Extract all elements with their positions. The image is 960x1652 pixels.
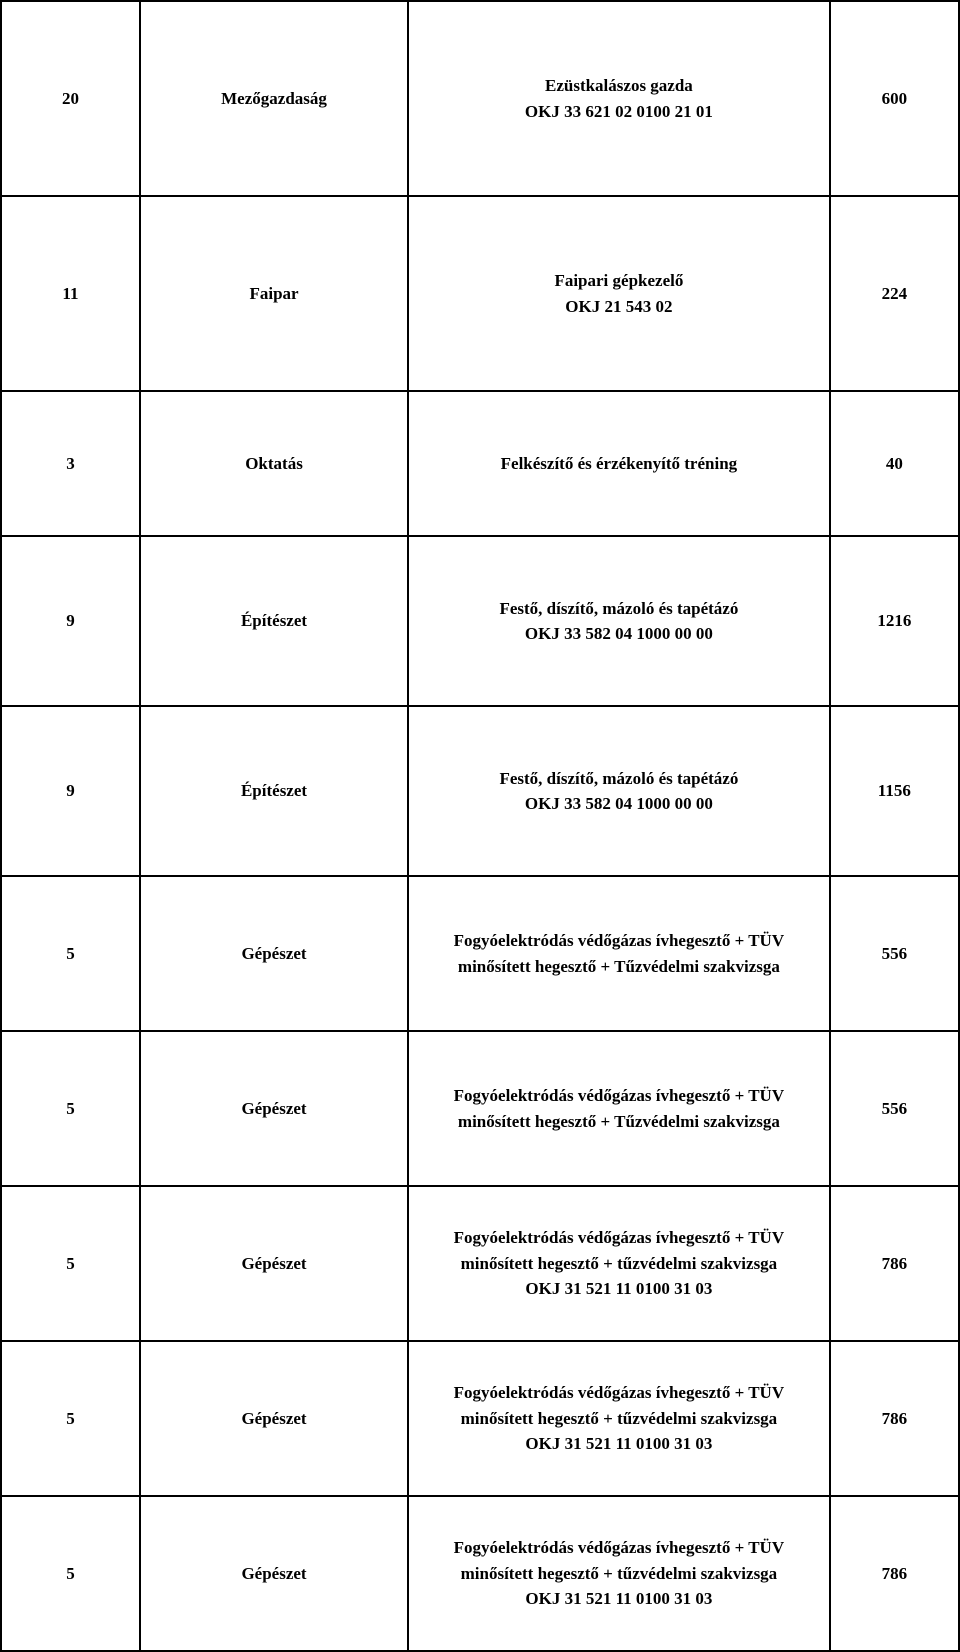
cell-number: 5 (1, 1031, 140, 1186)
description-main: Festő, díszítő, mázoló és tapétázó (417, 766, 821, 792)
description-main: Ezüstkalászos gazda (417, 73, 821, 99)
description-sub: OKJ 33 621 02 0100 21 01 (417, 99, 821, 125)
cell-value: 40 (830, 391, 959, 536)
table-row: 5GépészetFogyóelektródás védőgázas ívheg… (1, 1031, 959, 1186)
table-body: 20MezőgazdaságEzüstkalászos gazdaOKJ 33 … (1, 1, 959, 1651)
description-main: Fogyóelektródás védőgázas ívhegesztő + T… (417, 1380, 821, 1431)
table-row: 3Oktatás Felkészítő és érzékenyítő trénin… (1, 391, 959, 536)
table-row: 9ÉpítészetFestő, díszítő, mázoló és tapé… (1, 706, 959, 876)
cell-value: 1156 (830, 706, 959, 876)
cell-value: 556 (830, 876, 959, 1031)
cell-number: 3 (1, 391, 140, 536)
cell-description: Fogyóelektródás védőgázas ívhegesztő + T… (408, 1186, 830, 1341)
description-main: Festő, díszítő, mázoló és tapétázó (417, 596, 821, 622)
description-main: Fogyóelektródás védőgázas ívhegesztő + T… (417, 928, 821, 979)
table-row: 5GépészetFogyóelektródás védőgázas ívheg… (1, 1341, 959, 1496)
cell-description: Ezüstkalászos gazdaOKJ 33 621 02 0100 21… (408, 1, 830, 196)
cell-number: 20 (1, 1, 140, 196)
cell-value: 786 (830, 1186, 959, 1341)
table-row: 20MezőgazdaságEzüstkalászos gazdaOKJ 33 … (1, 1, 959, 196)
cell-category: Faipar (140, 196, 408, 391)
description-sub: OKJ 31 521 11 0100 31 03 (417, 1431, 821, 1457)
description-sub: OKJ 31 521 11 0100 31 03 (417, 1586, 821, 1612)
table-row: 5GépészetFogyóelektródás védőgázas ívheg… (1, 1186, 959, 1341)
cell-number: 5 (1, 1341, 140, 1496)
cell-description: Faipari gépkezelőOKJ 21 543 02 (408, 196, 830, 391)
description-main: Faipari gépkezelő (417, 268, 821, 294)
cell-value: 786 (830, 1341, 959, 1496)
cell-category: Gépészet (140, 1341, 408, 1496)
cell-description: Festő, díszítő, mázoló és tapétázóOKJ 33… (408, 706, 830, 876)
description-sub: OKJ 33 582 04 1000 00 00 (417, 791, 821, 817)
cell-value: 600 (830, 1, 959, 196)
cell-category: Gépészet (140, 876, 408, 1031)
cell-description: Fogyóelektródás védőgázas ívhegesztő + T… (408, 876, 830, 1031)
cell-category: Gépészet (140, 1496, 408, 1651)
cell-number: 11 (1, 196, 140, 391)
cell-value: 224 (830, 196, 959, 391)
cell-number: 5 (1, 1186, 140, 1341)
cell-category: Gépészet (140, 1031, 408, 1186)
cell-description: Festő, díszítő, mázoló és tapétázóOKJ 33… (408, 536, 830, 706)
cell-category: Építészet (140, 536, 408, 706)
cell-description: Felkészítő és érzékenyítő tréning (408, 391, 830, 536)
description-main: Fogyóelektródás védőgázas ívhegesztő + T… (417, 1083, 821, 1134)
cell-description: Fogyóelektródás védőgázas ívhegesztő + T… (408, 1031, 830, 1186)
table-row: 9ÉpítészetFestő, díszítő, mázoló és tapé… (1, 536, 959, 706)
cell-value: 556 (830, 1031, 959, 1186)
description-main: Fogyóelektródás védőgázas ívhegesztő + T… (417, 1535, 821, 1586)
description-sub: OKJ 33 582 04 1000 00 00 (417, 621, 821, 647)
cell-number: 5 (1, 876, 140, 1031)
cell-number: 9 (1, 536, 140, 706)
table-row: 11FaiparFaipari gépkezelőOKJ 21 543 0222… (1, 196, 959, 391)
table-row: 5GépészetFogyóelektródás védőgázas ívheg… (1, 876, 959, 1031)
table-row: 5GépészetFogyóelektródás védőgázas ívheg… (1, 1496, 959, 1651)
cell-description: Fogyóelektródás védőgázas ívhegesztő + T… (408, 1496, 830, 1651)
description-main: Felkészítő és érzékenyítő tréning (417, 451, 821, 477)
cell-number: 5 (1, 1496, 140, 1651)
training-table: 20MezőgazdaságEzüstkalászos gazdaOKJ 33 … (0, 0, 960, 1652)
cell-description: Fogyóelektródás védőgázas ívhegesztő + T… (408, 1341, 830, 1496)
description-sub: OKJ 31 521 11 0100 31 03 (417, 1276, 821, 1302)
cell-value: 1216 (830, 536, 959, 706)
cell-value: 786 (830, 1496, 959, 1651)
cell-category: Építészet (140, 706, 408, 876)
cell-number: 9 (1, 706, 140, 876)
cell-category: Oktatás (140, 391, 408, 536)
description-main: Fogyóelektródás védőgázas ívhegesztő + T… (417, 1225, 821, 1276)
description-sub: OKJ 21 543 02 (417, 294, 821, 320)
cell-category: Gépészet (140, 1186, 408, 1341)
cell-category: Mezőgazdaság (140, 1, 408, 196)
